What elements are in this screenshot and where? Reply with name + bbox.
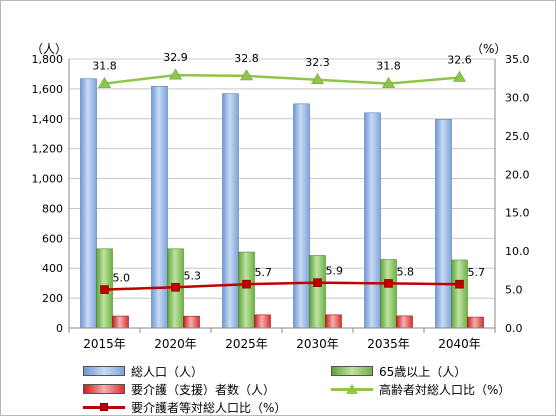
data-label-care-ratio: 5.7	[468, 266, 486, 279]
legend-swatch-total	[83, 366, 125, 376]
bar-care-recipients	[112, 315, 129, 329]
gridlines	[69, 58, 495, 299]
marker-elderly-ratio	[381, 77, 396, 88]
marker-care-ratio	[384, 279, 393, 288]
right-axis-unit: （%）	[471, 42, 506, 56]
right-tick-label: 20.0	[505, 168, 530, 181]
line-care-ratio	[104, 281, 460, 291]
bar-total-population	[222, 93, 239, 329]
bars	[80, 78, 484, 329]
legend-label-care: 要介護（支援）者数（人）	[131, 382, 276, 397]
axes: 0 200 400 600 800 1,000 1,200 1,400 1,600 1,800 0.…	[32, 53, 530, 351]
marker-elderly-ratio	[452, 70, 467, 82]
legend-item-total: 総人口（人）	[83, 363, 331, 379]
bar-total-population	[151, 86, 168, 329]
data-label-elderly-ratio: 31.8	[92, 60, 117, 73]
bar-elderly-65plus	[238, 251, 255, 329]
left-axis-unit: （人）	[31, 42, 67, 56]
right-tick-label: 0.0	[505, 322, 523, 335]
right-tick-label: 30.0	[505, 91, 530, 104]
marker-elderly-ratio	[239, 69, 254, 81]
legend-label-total: 総人口（人）	[131, 364, 204, 379]
right-tick-label: 15.0	[505, 207, 530, 220]
x-tick-label: 2035年	[367, 337, 410, 351]
marker-elderly-ratio	[310, 73, 325, 85]
bar-total-population	[293, 103, 310, 329]
data-label-care-ratio: 5.0	[113, 272, 131, 285]
legend-swatch-care-ratio	[83, 402, 125, 412]
left-tick-label: 1,400	[32, 113, 64, 126]
bar-elderly-65plus	[309, 255, 326, 329]
legend-label-elder: 65歳以上（人）	[379, 364, 467, 379]
data-label-care-ratio: 5.9	[326, 265, 344, 278]
marker-care-ratio	[313, 278, 322, 287]
legend: 総人口（人） 65歳以上（人） 要介護（支援）者数（人） 高齢者対総人口比（%）…	[83, 363, 551, 415]
marker-care-ratio	[100, 285, 109, 294]
legend-item-elder: 65歳以上（人）	[331, 363, 551, 379]
bar-care-recipients	[254, 314, 271, 329]
bar-total-population	[80, 78, 97, 329]
bar-total-population	[364, 112, 381, 329]
bar-care-recipients	[183, 315, 200, 329]
lines: 31.8 32.9 32.8 32.3 31.8 32.6 5.0 5.3 5.7 5.9 5.8 5…	[92, 51, 486, 294]
right-tick-label: 10.0	[505, 245, 530, 258]
marker-elderly-ratio	[168, 68, 183, 80]
bar-total-population	[435, 119, 452, 329]
left-tick-label: 1,800	[32, 53, 64, 66]
marker-care-ratio	[171, 282, 180, 292]
bar-elderly-65plus	[380, 259, 397, 329]
x-tick-label: 2030年	[296, 337, 339, 351]
legend-item-care-ratio: 要介護者等対総人口比（%）	[83, 399, 331, 415]
x-tick-label: 2020年	[154, 337, 197, 351]
left-tick-label: 800	[42, 202, 63, 215]
marker-care-ratio	[242, 279, 251, 289]
left-tick-label: 600	[42, 232, 63, 245]
x-tick-label: 2040年	[438, 337, 481, 351]
legend-label-elder-ratio: 高齢者対総人口比（%）	[379, 382, 511, 397]
bar-care-recipients	[396, 315, 413, 329]
right-tick-label: 25.0	[505, 130, 530, 143]
left-tick-label: 400	[42, 262, 63, 275]
data-label-elderly-ratio: 31.8	[376, 60, 401, 73]
right-tick-label: 35.0	[505, 53, 530, 66]
data-label-elderly-ratio: 32.9	[163, 51, 188, 64]
legend-label-care-ratio: 要介護者等対総人口比（%）	[131, 400, 287, 415]
bar-elderly-65plus	[451, 259, 468, 329]
bar-care-recipients	[467, 316, 484, 329]
left-tick-label: 1,600	[32, 83, 64, 96]
legend-item-elder-ratio: 高齢者対総人口比（%）	[331, 381, 551, 397]
left-tick-label: 200	[42, 292, 63, 305]
right-tick-label: 5.0	[505, 284, 523, 297]
legend-swatch-elder-ratio	[331, 384, 373, 394]
data-label-care-ratio: 5.7	[255, 266, 273, 279]
data-label-care-ratio: 5.3	[184, 269, 202, 282]
marker-elderly-ratio	[97, 77, 112, 88]
left-tick-label: 0	[56, 322, 63, 335]
legend-swatch-care	[83, 384, 125, 394]
legend-item-care: 要介護（支援）者数（人）	[83, 381, 331, 397]
left-tick-label: 1,000	[32, 173, 64, 186]
legend-swatch-elder	[331, 366, 373, 376]
marker-care-ratio	[455, 279, 464, 289]
data-label-care-ratio: 5.8	[397, 265, 415, 278]
line-elderly-ratio	[104, 73, 460, 85]
x-tick-label: 2015年	[83, 337, 126, 351]
data-label-elderly-ratio: 32.3	[305, 56, 330, 69]
bar-care-recipients	[325, 314, 342, 329]
x-tick-label: 2025年	[225, 337, 268, 351]
data-label-elderly-ratio: 32.6	[447, 53, 472, 66]
left-tick-label: 1,200	[32, 143, 64, 156]
data-label-elderly-ratio: 32.8	[234, 52, 259, 65]
